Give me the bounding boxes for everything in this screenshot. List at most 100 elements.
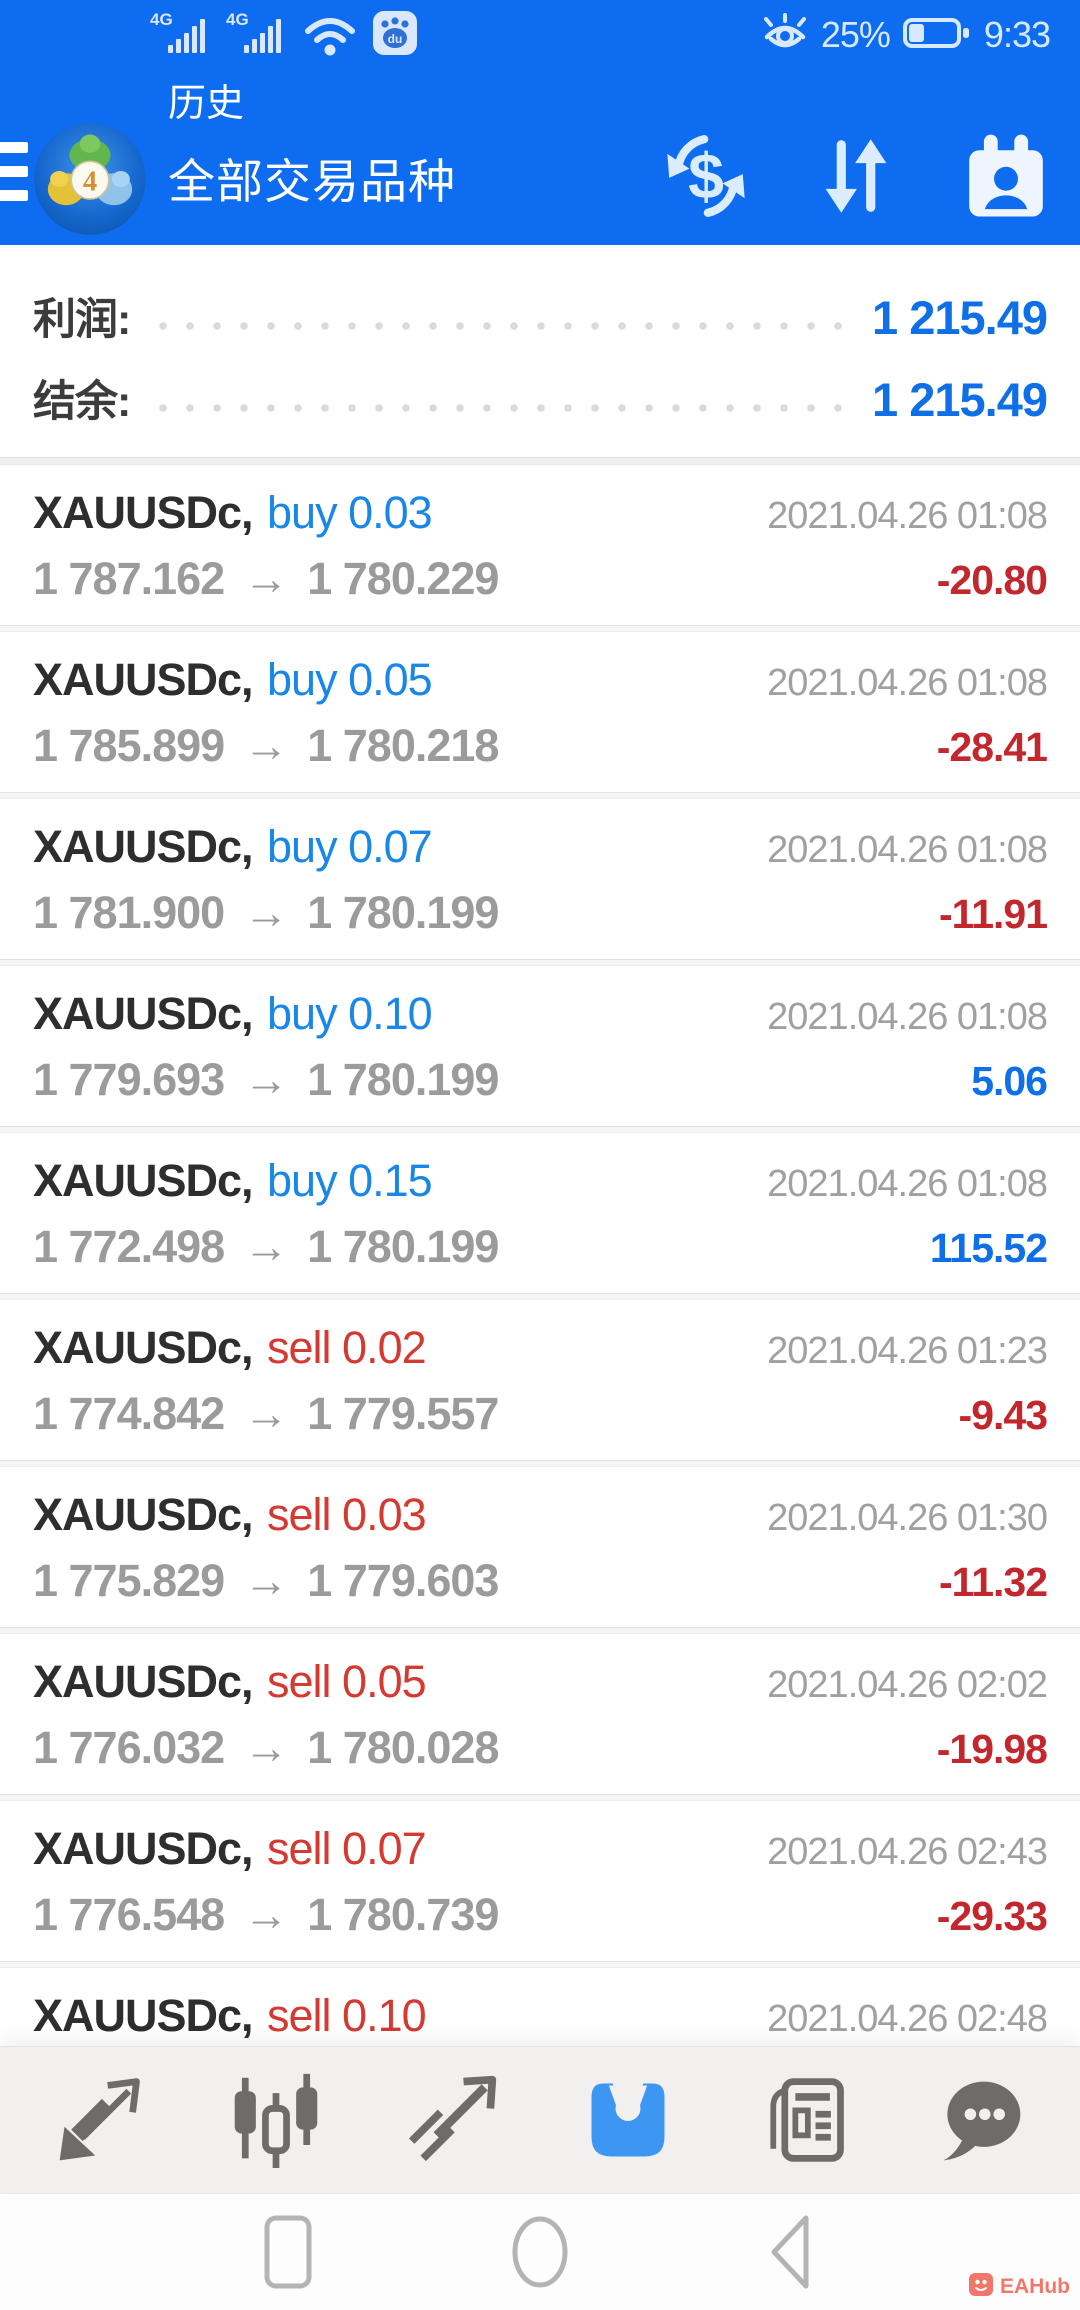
trade-title: XAUUSDc, sell 0.07 [33,1823,427,1875]
clock-time: 9:33 [983,14,1051,55]
trade-row[interactable]: XAUUSDc, buy 0.03 2021.04.26 01:08 1 787… [0,465,1080,625]
row-divider [0,1126,1080,1133]
contact-card-icon[interactable] [960,130,1052,222]
open-price: 1 776.548 [33,1889,225,1940]
trade-symbol: XAUUSDc, [33,988,254,1039]
nav-charts-button[interactable] [221,2065,331,2175]
nav-messages-button[interactable] [925,2065,1035,2175]
trade-prices: 1 776.032 → 1 780.028 [33,1722,499,1774]
profit-row: 利润: 1 215.49 [33,285,1048,347]
wifi-icon [300,9,360,62]
svg-text:4G: 4G [150,10,173,29]
home-button[interactable] [500,2209,580,2295]
close-price: 1 780.739 [307,1889,499,1940]
back-button[interactable] [752,2209,832,2295]
arrow-right-icon: → [243,887,289,938]
status-bar: 4G 4G [0,0,1080,64]
profit-label: 利润: [33,296,131,344]
trade-row[interactable]: XAUUSDc, sell 0.10 2021.04.26 02:48 → [0,1968,1080,2046]
sort-arrows-icon[interactable] [810,130,902,222]
header-actions: $ [660,130,1052,222]
trade-profit: -19.98 [936,1726,1048,1772]
trade-title: XAUUSDc, sell 0.10 [33,1990,427,2042]
trade-datetime: 2021.04.26 01:30 [767,1497,1048,1539]
trade-row[interactable]: XAUUSDc, buy 0.10 2021.04.26 01:08 1 779… [0,966,1080,1126]
trade-row[interactable]: XAUUSDc, sell 0.05 2021.04.26 02:02 1 77… [0,1634,1080,1794]
trade-symbol: XAUUSDc, [33,1489,254,1540]
open-price: 1 779.693 [33,1054,225,1105]
row-divider [0,1460,1080,1467]
open-price: 1 785.899 [33,720,225,771]
row-divider [0,1627,1080,1634]
svg-text:du: du [388,32,403,46]
trade-datetime: 2021.04.26 02:43 [767,1831,1048,1873]
trade-side-volume: buy 0.15 [267,1155,433,1206]
trade-title: XAUUSDc, buy 0.05 [33,654,433,706]
trade-row[interactable]: XAUUSDc, buy 0.15 2021.04.26 01:08 1 772… [0,1133,1080,1293]
nav-trade-button[interactable] [397,2065,507,2175]
signal-strength-icon: 4G [148,9,212,62]
open-price: 1 787.162 [33,553,225,604]
open-price: 1 774.842 [33,1388,225,1439]
signal-strength-icon: 4G [224,9,288,62]
android-navigation: EAHub [0,2193,1080,2310]
dotted-leader [158,321,851,331]
trade-row[interactable]: XAUUSDc, buy 0.07 2021.04.26 01:08 1 781… [0,799,1080,959]
trade-side-volume: buy 0.05 [267,654,433,705]
profit-value: 1 215.49 [872,291,1048,344]
trade-profit: -29.33 [936,1893,1048,1939]
trade-prices: 1 772.498 → 1 780.199 [33,1221,499,1273]
trade-profit: -28.41 [936,724,1048,770]
trade-row[interactable]: XAUUSDc, buy 0.05 2021.04.26 01:08 1 785… [0,632,1080,792]
row-divider [0,792,1080,799]
trade-datetime: 2021.04.26 01:08 [767,662,1048,704]
trade-side-volume: buy 0.03 [267,487,433,538]
nav-history-button[interactable] [573,2065,683,2175]
arrow-right-icon: → [243,1221,289,1272]
trade-symbol: XAUUSDc, [33,1155,254,1206]
trade-list[interactable]: XAUUSDc, buy 0.03 2021.04.26 01:08 1 787… [0,465,1080,2046]
trade-profit: -20.80 [936,557,1048,603]
trade-side-volume: sell 0.05 [267,1656,427,1707]
trade-symbol: XAUUSDc, [33,1823,254,1874]
page-title: 历史 [168,83,245,125]
close-price: 1 779.603 [307,1555,499,1606]
trade-title: XAUUSDc, sell 0.05 [33,1656,427,1708]
trade-prices: 1 779.693 → 1 780.199 [33,1054,499,1106]
trade-row[interactable]: XAUUSDc, sell 0.07 2021.04.26 02:43 1 77… [0,1801,1080,1961]
trade-side-volume: buy 0.07 [267,821,433,872]
nav-news-button[interactable] [749,2065,859,2175]
trade-datetime: 2021.04.26 02:48 [767,1998,1048,2040]
arrow-right-icon: → [243,1054,289,1105]
watermark-label: EAHub [1000,2274,1070,2298]
battery-icon [902,15,972,56]
currency-exchange-icon[interactable]: $ [660,130,752,222]
menu-hamburger-icon[interactable] [0,142,28,201]
trade-prices: 1 775.829 → 1 779.603 [33,1555,499,1607]
trade-profit: 115.52 [929,1225,1048,1271]
trade-symbol: XAUUSDc, [33,654,254,705]
logo-number: 4 [83,166,97,197]
trade-side-volume: sell 0.07 [267,1823,427,1874]
arrow-right-icon: → [243,1388,289,1439]
header-titles: 历史 全部交易品种 [168,72,456,212]
close-price: 1 779.557 [307,1388,499,1439]
row-divider [0,1961,1080,1968]
trade-row[interactable]: XAUUSDc, sell 0.02 2021.04.26 01:23 1 77… [0,1300,1080,1460]
balance-label: 结余: [33,378,131,426]
row-divider [0,959,1080,966]
trade-symbol: XAUUSDc, [33,821,254,872]
arrow-right-icon: → [243,720,289,771]
recents-button[interactable] [248,2209,328,2295]
trade-title: XAUUSDc, sell 0.03 [33,1489,427,1541]
trade-title: XAUUSDc, buy 0.15 [33,1155,433,1207]
section-divider [0,457,1080,465]
nav-quotes-button[interactable] [45,2065,155,2175]
arrow-right-icon: → [243,1555,289,1606]
summary-panel: 利润: 1 215.49 结余: 1 215.49 [0,245,1080,457]
symbol-filter-label[interactable]: 全部交易品种 [168,155,456,208]
open-price: 1 775.829 [33,1555,225,1606]
open-price: 1 776.032 [33,1722,225,1773]
balance-value: 1 215.49 [872,373,1048,426]
trade-row[interactable]: XAUUSDc, sell 0.03 2021.04.26 01:30 1 77… [0,1467,1080,1627]
